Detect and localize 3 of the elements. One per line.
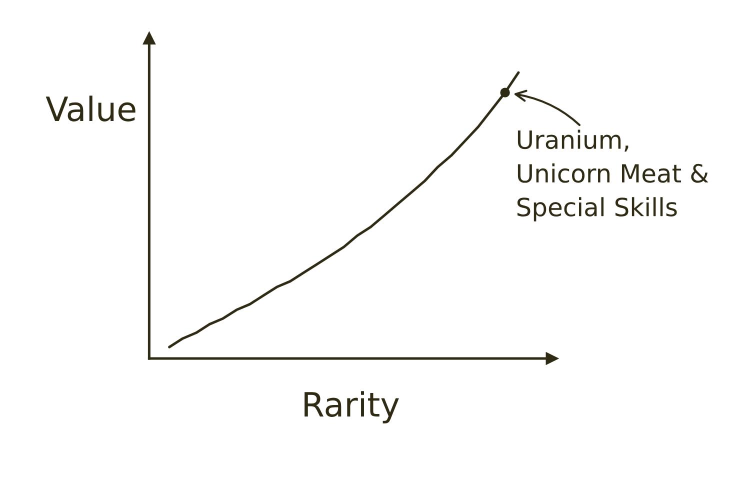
annotation: Uranium, Unicorn Meat & Special Skills [517,130,708,222]
x-axis-title: Rarity [304,391,399,424]
y-axis-title: Value [46,96,136,122]
